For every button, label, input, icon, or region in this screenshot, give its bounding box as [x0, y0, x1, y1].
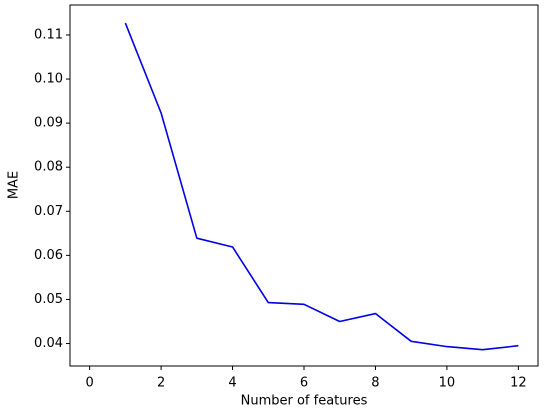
x-tick-label: 6: [300, 376, 308, 391]
x-tick-label: 4: [228, 376, 236, 391]
y-axis-label: MAE: [7, 171, 22, 199]
x-tick-label: 8: [371, 376, 379, 391]
y-tick-label: 0.08: [34, 160, 63, 175]
x-tick-label: 10: [439, 376, 456, 391]
x-tick-label: 12: [510, 376, 527, 391]
x-tick-label: 2: [157, 376, 165, 391]
y-tick-label: 0.11: [34, 27, 63, 42]
y-tick-label: 0.05: [34, 292, 63, 307]
y-tick-label: 0.04: [34, 336, 63, 351]
y-tick-label: 0.06: [34, 248, 63, 263]
x-tick-label: 0: [86, 376, 94, 391]
x-axis-label: Number of features: [241, 394, 368, 409]
data-line: [124, 22, 519, 351]
y-tick-label: 0.09: [34, 116, 63, 131]
y-tick-label: 0.07: [34, 204, 63, 219]
y-tick-label: 0.10: [34, 72, 63, 87]
